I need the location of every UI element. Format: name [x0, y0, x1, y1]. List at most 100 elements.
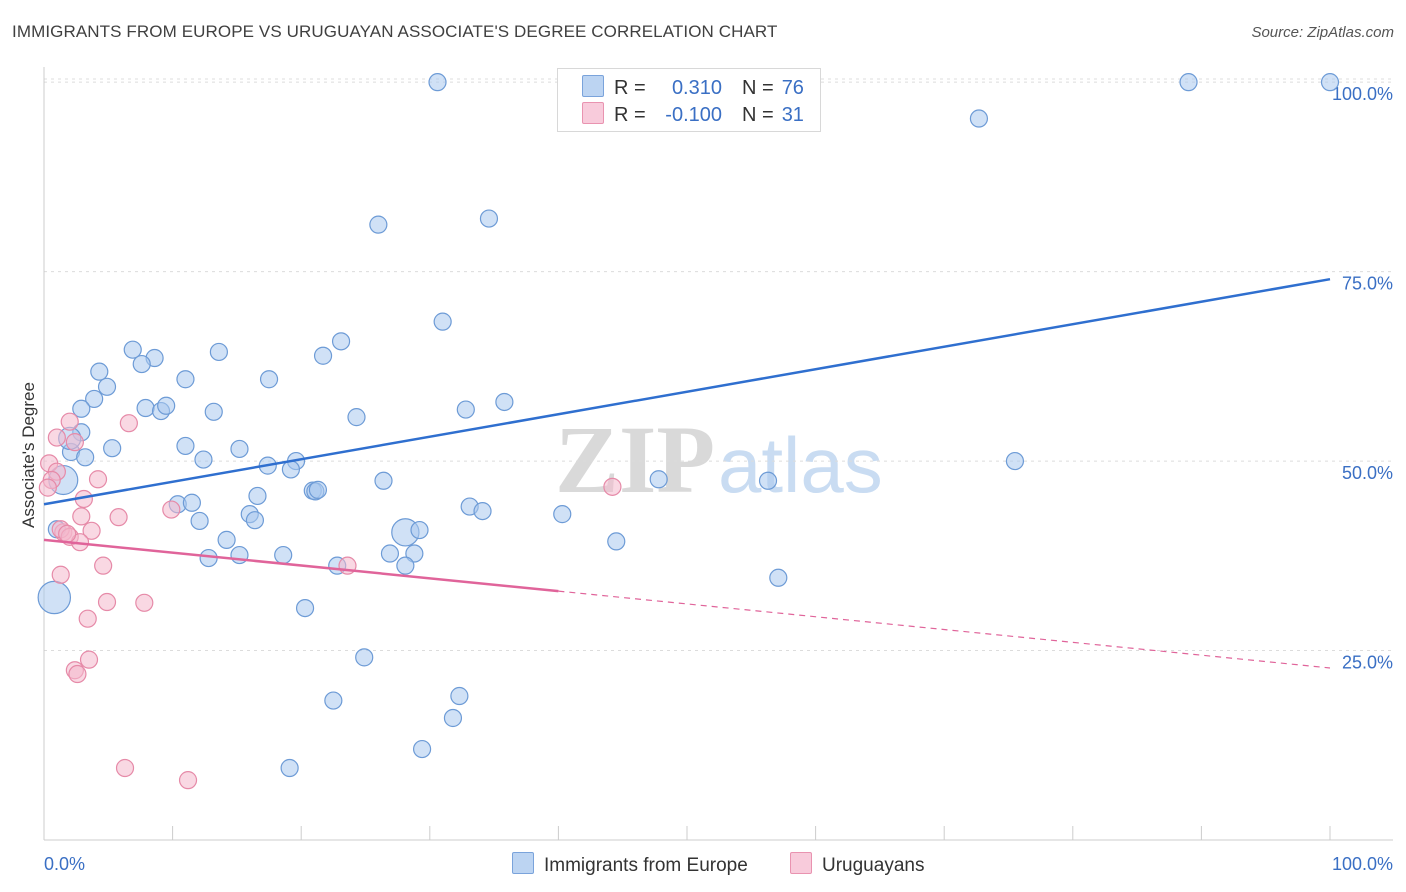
data-point [308, 480, 328, 499]
data-point [380, 544, 400, 563]
data-point [176, 436, 195, 456]
data-point [410, 520, 429, 540]
data-point [72, 399, 91, 418]
data-point [209, 342, 228, 362]
data-point [182, 493, 201, 512]
data-point [607, 532, 626, 551]
data-point [82, 521, 101, 540]
bottom-legend-europe: Immigrants from Europe [512, 852, 748, 877]
bottom-legend-swatch-uruguayans [790, 852, 812, 874]
data-point [90, 362, 109, 381]
watermark-zip: ZIP [555, 406, 715, 513]
data-point [456, 400, 475, 419]
data-point [495, 392, 514, 412]
data-point [280, 758, 299, 778]
bottom-legend-label-uruguayans: Uruguayans [822, 855, 925, 876]
data-point [38, 478, 57, 497]
legend-n-label: N = [742, 77, 774, 99]
legend-r-label: R = [614, 77, 646, 99]
data-point [60, 412, 79, 431]
data-point [51, 565, 70, 584]
data-point [324, 691, 343, 710]
data-point [1005, 451, 1025, 471]
legend-n-value: 31 [781, 104, 804, 126]
data-point [230, 439, 249, 459]
bottom-legend-label-europe: Immigrants from Europe [544, 855, 748, 876]
legend-r-value: -0.100 [665, 104, 722, 126]
data-point [103, 439, 122, 458]
correlation-legend: R = 0.310 N = 76 R = -0.100 N = 31 [557, 68, 821, 132]
data-point [176, 370, 195, 389]
data-point [405, 544, 424, 563]
legend-r-label: R = [614, 104, 646, 126]
data-point [47, 428, 66, 447]
data-point [450, 686, 469, 706]
data-point [58, 524, 77, 543]
legend-n-label: N = [742, 104, 774, 126]
data-point [65, 433, 84, 452]
data-point [97, 377, 117, 396]
x-tick-label: 100.0% [1332, 854, 1393, 874]
data-point [245, 511, 265, 530]
data-point [72, 507, 91, 526]
data-point [374, 471, 393, 490]
data-point [190, 511, 209, 531]
data-point [369, 215, 388, 234]
data-point [313, 346, 333, 365]
legend-r-value: 0.310 [671, 77, 722, 99]
data-point [109, 508, 128, 527]
data-point [79, 650, 99, 669]
data-point [204, 402, 223, 421]
data-point [68, 664, 87, 684]
chart-title: IMMIGRANTS FROM EUROPE VS URUGUAYAN ASSO… [12, 22, 778, 41]
trend-line-pink [43, 538, 559, 593]
data-point [347, 408, 366, 427]
data-point [553, 505, 572, 524]
data-point [88, 470, 108, 489]
data-point [85, 389, 104, 409]
data-point [217, 530, 236, 549]
data-point [969, 109, 989, 128]
watermark-atlas: atlas [718, 421, 883, 509]
source-label: Source: ZipAtlas.com [1251, 24, 1394, 41]
data-point [412, 739, 432, 759]
legend-row-europe: R = 0.310 N = 76 [582, 75, 804, 101]
data-point [157, 396, 176, 415]
data-point [603, 477, 622, 496]
trend-line-dashed-pink [558, 590, 1331, 669]
data-point [76, 448, 95, 467]
data-point [769, 568, 788, 587]
y-tick-label: 25.0% [1342, 653, 1393, 673]
data-point [136, 398, 155, 418]
data-point [248, 486, 267, 506]
data-point [428, 73, 447, 92]
data-point [479, 209, 499, 228]
data-point [274, 545, 293, 565]
data-point [443, 708, 463, 728]
data-point [1320, 73, 1340, 92]
y-tick-label: 75.0% [1342, 274, 1393, 294]
trend-line-blue [43, 277, 1331, 506]
data-point [758, 471, 778, 490]
data-point [94, 556, 113, 575]
y-tick-label: 100.0% [1332, 84, 1393, 104]
data-point [162, 500, 181, 519]
legend-n-value: 76 [781, 77, 804, 99]
data-point [331, 332, 351, 351]
bottom-legend-swatch-europe [512, 852, 534, 874]
data-point [132, 354, 151, 374]
series-pink [38, 412, 622, 790]
data-point [355, 648, 374, 667]
legend-swatch-europe [582, 75, 604, 97]
legend-row-uruguayans: R = -0.100 N = 31 [582, 102, 804, 128]
data-point [97, 592, 117, 612]
data-point [115, 758, 135, 778]
data-point [78, 609, 97, 628]
data-point [123, 340, 142, 359]
data-point [473, 501, 492, 521]
data-point [119, 414, 138, 433]
data-point [433, 312, 452, 331]
data-point [1179, 73, 1198, 92]
data-point [649, 470, 668, 489]
legend-swatch-uruguayans [582, 102, 604, 124]
